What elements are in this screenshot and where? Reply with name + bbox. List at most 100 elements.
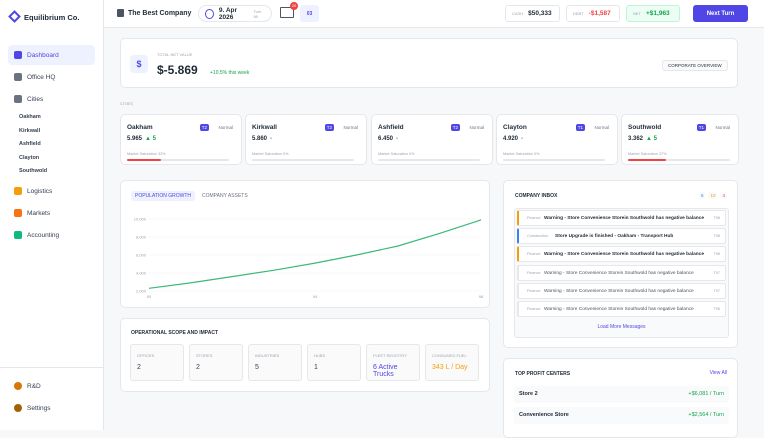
city-link[interactable]: Oakham bbox=[19, 114, 41, 120]
x-tick-label: 90 bbox=[147, 294, 152, 299]
message[interactable]: Finance Warning - Store Convenience Store… bbox=[517, 301, 726, 317]
nav-icon bbox=[14, 51, 22, 59]
profit-name: Store 2 bbox=[519, 391, 538, 397]
message-turn: T97 bbox=[713, 270, 720, 275]
city-link[interactable]: Kirkwall bbox=[19, 127, 41, 134]
company-icon bbox=[117, 9, 124, 17]
population: 5.860- bbox=[252, 136, 272, 142]
message[interactable]: Finance Warning - Store Convenience Store… bbox=[517, 264, 726, 281]
nav-icon bbox=[14, 95, 22, 103]
inbox-card: COMPANY INBOX 6 10 4 Finance Warning - Stor… bbox=[503, 180, 738, 348]
trend: - bbox=[396, 136, 399, 142]
message-tag: Finance bbox=[527, 288, 541, 293]
message[interactable]: Construction Store Upgrade is finished - … bbox=[517, 228, 726, 245]
date-pill[interactable]: 9. Apr 2026 Turn 98 bbox=[198, 5, 272, 22]
nav-item[interactable]: Office HQ bbox=[14, 73, 55, 81]
stat-box: FLEET REGISTRY 6 Active Trucks bbox=[366, 344, 420, 381]
mail[interactable] bbox=[280, 7, 294, 18]
city-card[interactable]: Southwold T1 Normal 3.362 ▲ 5 Market Saturati… bbox=[621, 114, 739, 165]
next-turn-button[interactable]: Next Turn bbox=[693, 5, 748, 22]
stat-value: 5 bbox=[255, 364, 259, 371]
status: Normal bbox=[715, 125, 730, 130]
message-tag: Finance bbox=[527, 252, 541, 257]
nav-icon bbox=[14, 187, 22, 195]
city-link[interactable]: Southwold bbox=[19, 168, 48, 174]
nav-text: Logistics bbox=[27, 187, 53, 195]
nav-item[interactable]: Cities bbox=[14, 95, 43, 103]
nav-item[interactable]: Dashboard bbox=[14, 51, 59, 59]
status: Normal bbox=[594, 125, 609, 130]
city-card[interactable]: Oakham T2 Normal 5.965 ▲ 5 Market Saturation … bbox=[120, 114, 242, 165]
stat-label: FLEET REGISTRY bbox=[373, 353, 407, 358]
message-turn: T98 bbox=[713, 216, 720, 220]
nav-item[interactable]: Accounting bbox=[14, 231, 59, 239]
saturation-label: Market Saturation 0% bbox=[503, 152, 540, 156]
nav-item[interactable]: Logistics bbox=[14, 187, 52, 195]
message-turn: T98 bbox=[713, 234, 720, 239]
city-card[interactable]: Ashfield T2 Normal 6.450- Market Saturation … bbox=[371, 114, 493, 165]
load-more[interactable]: Load More Messages bbox=[597, 324, 646, 330]
profit-card: TOP PROFIT CENTERS View All Store 2 +$6,0… bbox=[503, 358, 738, 438]
x-tick-label: 94 bbox=[313, 294, 318, 299]
mail-badge: 20 bbox=[290, 2, 298, 10]
active-nav-bg bbox=[8, 45, 95, 65]
nav-icon bbox=[14, 231, 22, 239]
message[interactable]: Finance Warning - Store Convenience Store… bbox=[517, 246, 726, 263]
population: 6.450- bbox=[378, 136, 398, 142]
clock bbox=[205, 8, 214, 19]
message[interactable]: Finance Warning - Store Convenience Store… bbox=[517, 210, 726, 226]
saturation-track bbox=[628, 159, 730, 161]
nav-icon bbox=[14, 73, 22, 81]
saturation-track bbox=[252, 159, 354, 161]
stat-value: 2 bbox=[196, 364, 200, 371]
stat-value: 6 Active Trucks bbox=[373, 364, 398, 378]
y-tick-label: 4,000 bbox=[136, 271, 147, 276]
status: Normal bbox=[469, 125, 484, 130]
city-name: Kirkwall bbox=[252, 124, 277, 131]
city-link[interactable]: Clayton bbox=[19, 154, 40, 161]
city-card[interactable]: Clayton T1 Normal 4.920- Market Saturation 0… bbox=[496, 114, 618, 165]
status: Normal bbox=[218, 125, 233, 130]
net-change: +10.5% this week bbox=[210, 70, 250, 76]
population-value: 4.920 bbox=[503, 136, 519, 142]
corporate-overview[interactable]: CORPORATE OVERVIEW bbox=[662, 60, 728, 71]
nav-item[interactable]: Markets bbox=[14, 209, 50, 217]
population-value: 6.450 bbox=[378, 136, 394, 142]
debt-value: -$1,587 bbox=[588, 10, 611, 17]
trend: ▲ 5 bbox=[646, 136, 657, 142]
nav-item[interactable]: R&D bbox=[14, 382, 41, 390]
nav-text: Markets bbox=[27, 209, 51, 217]
nav-text: Cities bbox=[27, 95, 44, 103]
message-text: Warning - Store Convenience Storein Sout… bbox=[544, 216, 705, 221]
tier: T1 bbox=[575, 124, 585, 131]
chart-tab[interactable]: COMPANY ASSETS bbox=[202, 193, 248, 199]
notifications[interactable]: 03 bbox=[300, 5, 319, 22]
stat-label: INDUSTRIES bbox=[255, 353, 280, 358]
tier: T2 bbox=[324, 124, 334, 131]
y-tick-label: 8,000 bbox=[136, 235, 147, 240]
saturation-label: Market Saturation 37% bbox=[628, 152, 667, 156]
stat-box: STORES 2 bbox=[189, 344, 243, 381]
chart-tab[interactable]: POPULATION GROWTH bbox=[131, 191, 196, 201]
x-tick-label: 98 bbox=[479, 294, 484, 299]
nav-item[interactable]: Settings bbox=[14, 404, 51, 412]
stat-box: CONSUMED FUEL 343 L / Day bbox=[425, 344, 479, 381]
city-link[interactable]: Ashfield bbox=[19, 141, 41, 147]
count-badge: 4 bbox=[720, 192, 727, 199]
population: 5.965 ▲ 5 bbox=[127, 136, 156, 142]
message[interactable]: Finance Warning - Store Convenience Store… bbox=[517, 282, 726, 299]
message-tag: Finance bbox=[527, 216, 541, 220]
view-all[interactable]: View All bbox=[709, 370, 727, 376]
city-card[interactable]: Kirkwall T2 Normal 5.860- Market Saturation … bbox=[245, 114, 367, 165]
brand: Equilibrium Co. bbox=[24, 13, 80, 22]
saturation-bar bbox=[628, 159, 666, 161]
stat-label: STORES bbox=[196, 353, 213, 358]
inbox-title: COMPANY INBOX bbox=[515, 193, 558, 199]
profit-title: TOP PROFIT CENTERS bbox=[515, 371, 571, 377]
city-name: Southwold bbox=[628, 124, 662, 131]
profit-row: Convenience Store +$2,564 / Turn bbox=[514, 407, 729, 424]
message-text: Store Upgrade is finished - Oakham - Tra… bbox=[555, 234, 674, 240]
chart-card: POPULATION GROWTH COMPANY ASSETS 2,000 4,… bbox=[120, 180, 490, 308]
y-tick-label: 6,000 bbox=[136, 253, 147, 258]
